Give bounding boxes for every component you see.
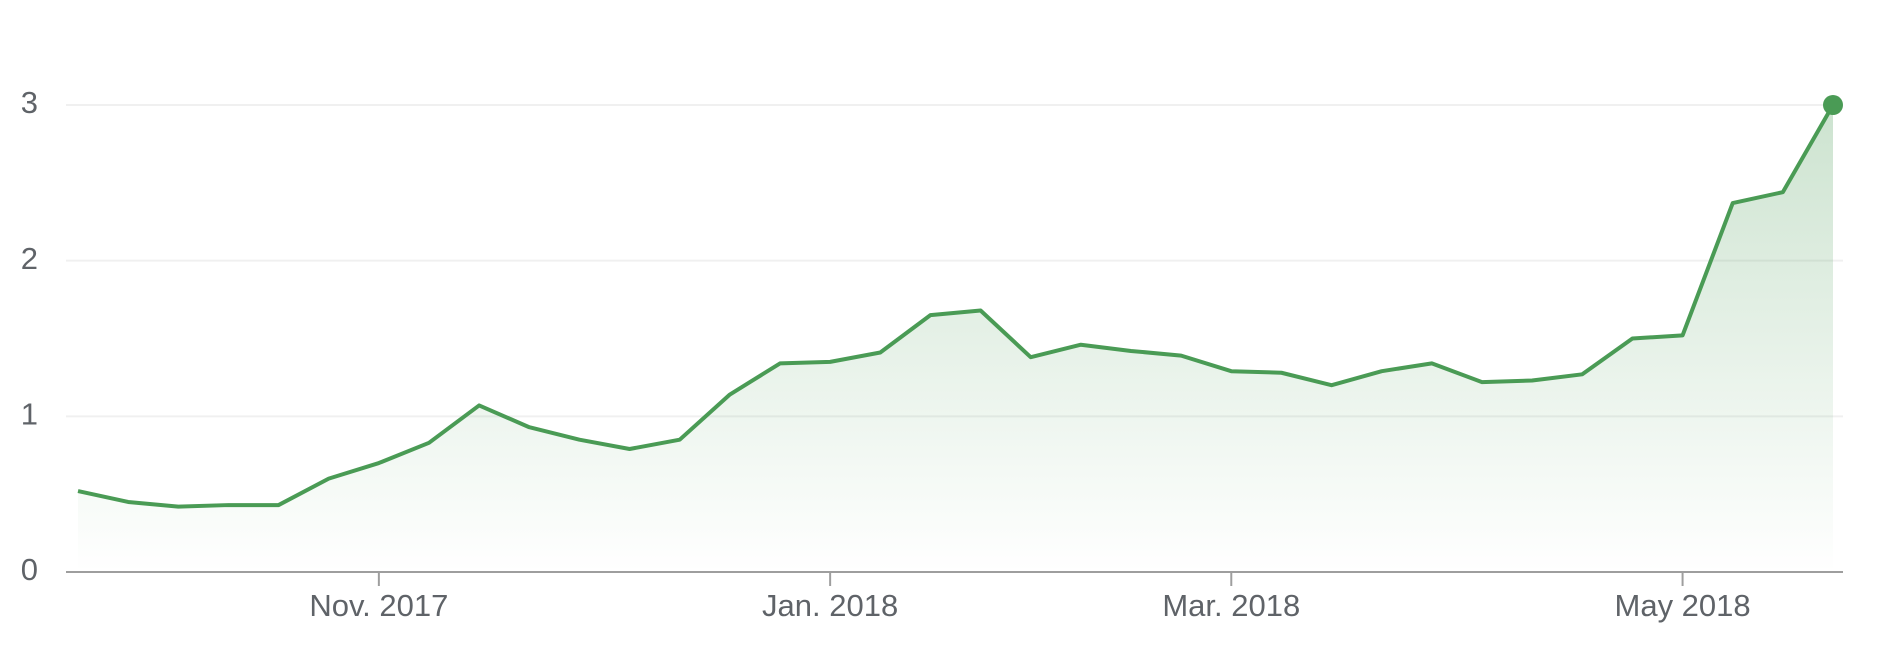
- x-tick-label: Nov. 2017: [309, 588, 448, 623]
- area-fill: [78, 105, 1833, 572]
- x-tick-label: May 2018: [1615, 588, 1751, 623]
- x-tick-label: Mar. 2018: [1162, 588, 1300, 623]
- y-tick-label: 2: [21, 241, 38, 276]
- y-tick-label: 3: [21, 85, 38, 120]
- x-tick-label: Jan. 2018: [762, 588, 898, 623]
- y-tick-label: 0: [21, 552, 38, 587]
- end-point: [1823, 95, 1843, 115]
- y-tick-label: 1: [21, 397, 38, 432]
- line: [77, 104, 1835, 509]
